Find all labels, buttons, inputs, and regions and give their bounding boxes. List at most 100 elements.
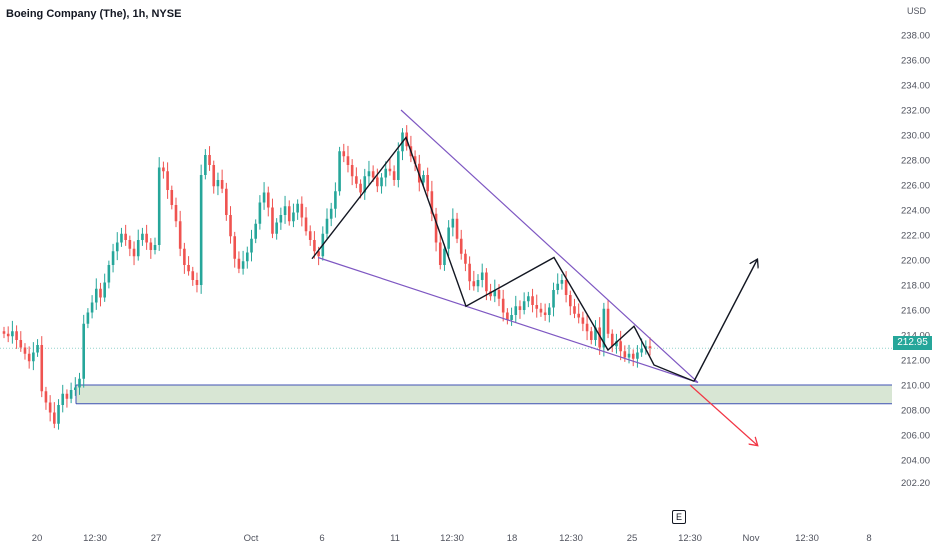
- candle-body: [392, 171, 396, 180]
- candle-body: [371, 171, 375, 178]
- candle-body: [153, 245, 157, 250]
- x-tick-label: Nov: [743, 533, 760, 544]
- candle-body: [602, 308, 606, 348]
- wedge-lower-line: [317, 256, 699, 384]
- candle-body: [241, 261, 245, 269]
- candle-body: [136, 240, 140, 257]
- candle-body: [384, 168, 388, 178]
- candle-body: [451, 218, 455, 228]
- candle-body: [640, 348, 643, 353]
- candle-body: [61, 393, 65, 405]
- x-tick-label: 27: [151, 533, 162, 544]
- candle-body: [258, 202, 262, 224]
- candle-body: [292, 212, 295, 222]
- y-tick-label: 208.00: [901, 406, 930, 417]
- candle-body: [552, 290, 555, 308]
- candle-body: [174, 205, 178, 222]
- y-axis: 202.20204.00206.00208.00210.00212.00214.…: [893, 0, 932, 550]
- candle-body: [556, 283, 560, 290]
- bullish-projection-arrow: [693, 260, 757, 382]
- candle-body: [132, 248, 136, 257]
- wedge-upper-line: [400, 109, 699, 383]
- candle-body: [548, 307, 551, 315]
- candle-body: [120, 233, 123, 243]
- candle-body: [36, 345, 39, 353]
- x-tick-label: 20: [32, 533, 43, 544]
- candle-body: [157, 167, 161, 245]
- candle-body: [162, 167, 165, 172]
- candle-body: [94, 288, 98, 303]
- candle-body: [346, 156, 350, 165]
- candle-body: [195, 280, 199, 285]
- candle-body: [430, 191, 434, 214]
- y-tick-label: 202.20: [901, 478, 930, 489]
- bearish-projection-arrow: [689, 384, 757, 445]
- candle-body: [468, 263, 471, 282]
- y-tick-label: 222.00: [901, 231, 930, 242]
- earnings-marker-icon[interactable]: E: [672, 510, 686, 524]
- y-axis-background: [893, 0, 932, 550]
- last-price-badge: 212.95: [893, 336, 932, 350]
- y-tick-label: 220.00: [901, 256, 930, 267]
- candle-body: [527, 296, 530, 302]
- candle-body: [438, 242, 442, 265]
- candle-body: [107, 265, 111, 283]
- candle-body: [644, 346, 648, 349]
- candle-body: [27, 353, 31, 362]
- y-tick-label: 230.00: [901, 131, 930, 142]
- candle-body: [560, 280, 564, 284]
- candle-body: [90, 302, 94, 313]
- x-tick-label: 11: [390, 533, 400, 544]
- candle-body: [191, 271, 195, 280]
- candle-body: [581, 317, 585, 324]
- y-tick-label: 238.00: [901, 31, 930, 42]
- x-tick-label: 18: [507, 533, 518, 544]
- candle-body: [170, 190, 174, 205]
- currency-label: USD: [907, 6, 927, 16]
- candle-body: [422, 175, 425, 183]
- candle-body: [32, 352, 35, 362]
- candle-body: [510, 315, 513, 320]
- candle-body: [489, 291, 492, 297]
- candle-body: [476, 280, 480, 287]
- x-tick-label: 12:30: [440, 533, 464, 544]
- candle-body: [480, 272, 484, 280]
- candle-body: [539, 308, 543, 313]
- candle-body: [23, 347, 27, 354]
- candle-body: [287, 206, 291, 222]
- candle-body: [199, 175, 203, 285]
- candle-body: [497, 290, 501, 299]
- candle-body: [300, 203, 304, 218]
- pattern-drawings: [311, 109, 757, 445]
- candle-body: [564, 280, 568, 295]
- y-tick-label: 234.00: [901, 81, 930, 92]
- candle-body: [606, 308, 610, 334]
- y-tick-label: 224.00: [901, 206, 930, 217]
- y-tick-label: 218.00: [901, 281, 930, 292]
- candle-body: [103, 282, 106, 298]
- candle-body: [99, 288, 102, 298]
- candle-body: [355, 176, 358, 184]
- candle-body: [279, 215, 283, 223]
- candle-body: [443, 248, 446, 265]
- candle-body: [459, 238, 463, 254]
- candle-body: [501, 298, 505, 313]
- pattern-zigzag: [311, 136, 695, 382]
- y-tick-label: 212.00: [901, 356, 930, 367]
- candle-body: [367, 171, 371, 177]
- candle-body: [266, 192, 270, 208]
- candle-body: [53, 412, 56, 424]
- y-tick-label: 206.00: [901, 431, 930, 442]
- candle-body: [359, 183, 362, 193]
- chart-title: Boeing Company (The), 1h, NYSE: [6, 8, 182, 20]
- candle-body: [149, 242, 153, 250]
- candle-body: [329, 208, 333, 219]
- candle-body: [594, 327, 597, 340]
- candle-body: [220, 180, 224, 189]
- support-zone-fill: [76, 385, 892, 404]
- y-tick-label: 216.00: [901, 306, 930, 317]
- y-tick-label: 236.00: [901, 56, 930, 67]
- candle-body: [342, 151, 346, 157]
- candle-body: [187, 265, 190, 272]
- x-tick-label: 12:30: [678, 533, 702, 544]
